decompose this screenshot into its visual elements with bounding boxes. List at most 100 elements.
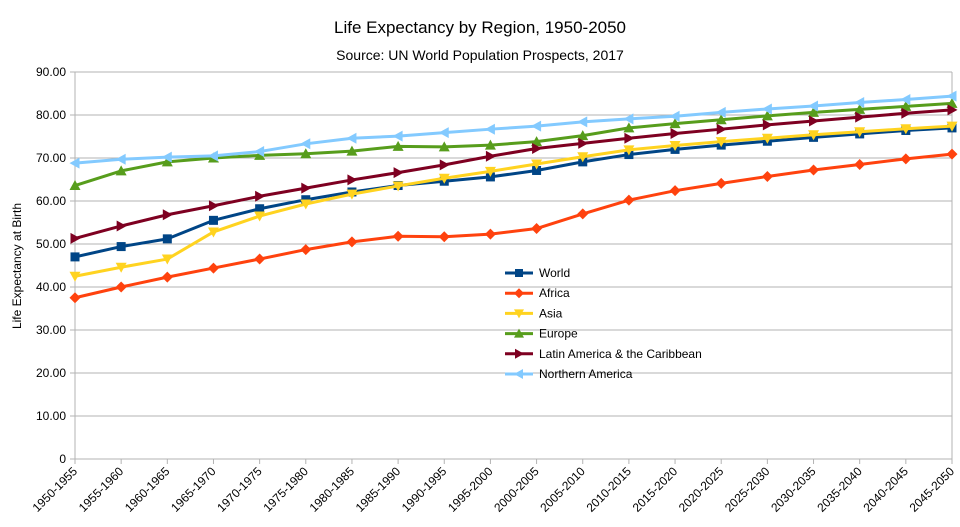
chart-subtitle: Source: UN World Population Prospects, 2… (336, 47, 624, 63)
series-line (74, 108, 953, 240)
legend-label: World (539, 266, 570, 280)
data-point (484, 123, 495, 135)
gridlines (70, 71, 953, 460)
data-point (715, 106, 726, 118)
data-point (531, 136, 543, 147)
data-point (670, 127, 681, 139)
data-point (115, 281, 127, 293)
data-point (393, 167, 404, 179)
series-line (74, 126, 953, 259)
x-tick-label: 2015-2020 (630, 464, 681, 515)
series-africa (69, 148, 958, 304)
data-point (947, 104, 958, 116)
data-point (301, 182, 312, 194)
data-point (484, 228, 496, 240)
data-point (669, 110, 680, 122)
data-point (484, 139, 496, 150)
y-tick-label: 20.00 (36, 366, 66, 380)
x-tick-label: 1965-1970 (168, 464, 219, 515)
data-point (161, 151, 172, 163)
x-tick-label: 1950-1955 (30, 464, 81, 515)
data-point (900, 100, 912, 111)
data-point (808, 100, 819, 112)
data-point (623, 194, 635, 206)
data-point (208, 215, 218, 225)
data-point (346, 189, 358, 200)
legend-item: Asia (505, 306, 563, 320)
data-point (162, 234, 172, 244)
data-point (115, 153, 126, 165)
legend-label: Europe (539, 327, 578, 341)
x-tick-label: 1960-1965 (122, 464, 173, 515)
data-point (254, 211, 266, 222)
x-tick-label: 2005-2010 (537, 464, 588, 515)
data-point (115, 165, 127, 176)
data-point (669, 118, 681, 129)
data-point (300, 138, 311, 150)
x-tick-label: 2040-2045 (860, 464, 911, 515)
series-latin-america-the-caribbean (70, 104, 958, 244)
y-tick-label: 90.00 (36, 65, 66, 79)
x-tick-label: 1995-2000 (445, 464, 496, 515)
y-axis-label: Life Expectancy at Birth (10, 203, 24, 329)
data-point (485, 150, 496, 162)
data-point (161, 156, 173, 167)
data-point (254, 253, 266, 265)
data-point (577, 130, 589, 141)
data-point (300, 244, 312, 256)
series-group (69, 90, 958, 304)
y-tick-label: 80.00 (36, 108, 66, 122)
series-line (74, 124, 953, 278)
x-tick-label: 2030-2035 (768, 464, 819, 515)
legend-marker (514, 288, 524, 299)
data-point (761, 103, 772, 115)
data-point (438, 173, 450, 184)
y-axis-ticks: 0 10.00 20.00 30.00 40.00 50.00 60.00 70.00 80.0… (36, 65, 66, 466)
data-point (715, 137, 727, 148)
x-tick-label: 1970-1975 (214, 464, 265, 515)
data-point (854, 103, 866, 114)
legend-marker (515, 269, 523, 277)
data-point (577, 152, 589, 163)
data-point (901, 107, 912, 119)
series-asia (69, 121, 958, 282)
data-point (531, 223, 543, 235)
legend-label: Northern America (539, 367, 633, 381)
data-point (300, 148, 312, 159)
data-point (438, 127, 449, 139)
series-line (74, 152, 953, 300)
data-point (254, 146, 265, 158)
data-point (531, 159, 543, 170)
x-tick-label: 2045-2050 (907, 464, 958, 515)
legend-item: Africa (505, 286, 570, 300)
series-northern-america (69, 90, 957, 169)
data-point (207, 150, 218, 162)
legend-item: World (505, 266, 570, 280)
data-point (808, 130, 820, 141)
chart-title: Life Expectancy by Region, 1950-2050 (334, 18, 626, 37)
data-point (392, 130, 403, 142)
data-point (161, 254, 173, 265)
data-point (438, 141, 450, 152)
data-point (623, 113, 634, 125)
data-point (854, 127, 866, 138)
data-point (623, 145, 635, 156)
data-point (855, 111, 866, 123)
legend: World Africa Asia Europe Latin America & the… (505, 266, 702, 381)
y-tick-label: 60.00 (36, 194, 66, 208)
data-point (624, 132, 635, 144)
data-point (715, 177, 727, 189)
x-tick-label: 2010-2015 (584, 464, 635, 515)
data-point (392, 181, 404, 192)
data-point (762, 119, 773, 131)
x-tick-label: 1980-1985 (307, 464, 358, 515)
x-tick-label: 2000-2005 (491, 464, 542, 515)
data-point (715, 114, 727, 125)
data-point (946, 148, 958, 160)
data-point (854, 97, 865, 109)
data-point (207, 262, 219, 274)
series-line (74, 94, 953, 165)
data-point (392, 230, 404, 242)
data-point (669, 141, 681, 152)
legend-marker (514, 309, 524, 319)
